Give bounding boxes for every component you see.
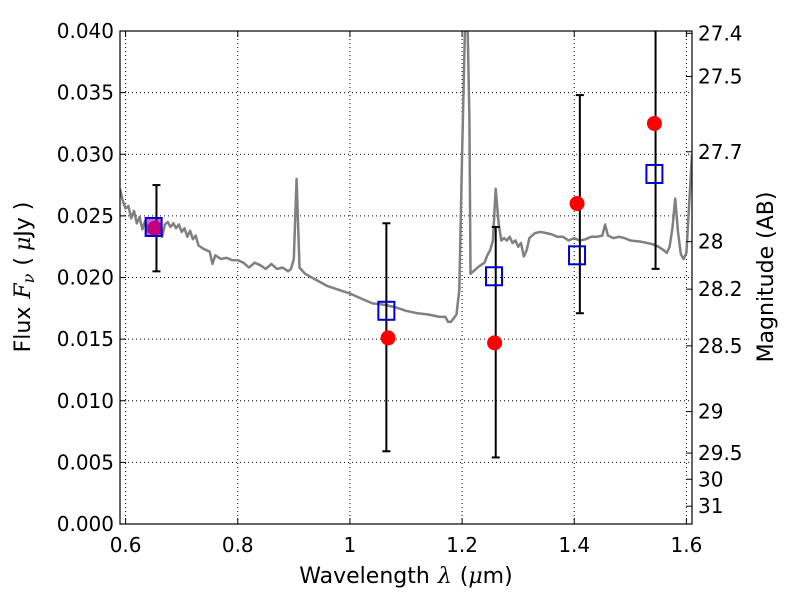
model-band-point [485, 266, 504, 287]
model-band-point [377, 300, 396, 321]
y-tick-label: 0.035 [57, 81, 114, 105]
y2-tick-label: 27.7 [698, 140, 743, 164]
model-band-points [144, 163, 664, 321]
y2-tick-label: 27.4 [698, 21, 743, 45]
y2-tick-label: 31 [698, 494, 723, 518]
x-tick-label: 1.4 [558, 533, 590, 557]
axis-ticks: 0.6 0.8 1 1.2 1.4 1.6 0.000 0.005 0.010 0.015 0.02… [57, 19, 743, 557]
y2-axis-label: Magnitude (AB) [754, 192, 779, 363]
observed-points [147, 115, 662, 351]
error-bars [152, 31, 660, 459]
model-band-point [144, 216, 163, 237]
x-tick-label: 1.2 [446, 533, 478, 557]
y-tick-label: 0.020 [57, 266, 114, 290]
y-tick-label: 0.025 [57, 204, 114, 228]
y2-tick-label: 27.5 [698, 65, 743, 89]
y2-tick-label: 29.5 [698, 441, 743, 465]
y-axis-label: FluxFν(μJy ) [11, 202, 38, 353]
observed-point [646, 115, 662, 131]
x-tick-label: 1 [344, 533, 357, 557]
x-tick-label: 0.6 [110, 533, 142, 557]
x-tick-label: 0.8 [222, 533, 254, 557]
x-axis-label: Wavelength λ (μm) [299, 564, 512, 589]
y-tick-label: 0.040 [57, 19, 114, 43]
y2-tick-label: 29 [698, 400, 723, 424]
model-band-point [568, 245, 587, 266]
observed-point [487, 335, 503, 351]
model-spectrum-line [120, 31, 692, 324]
y-tick-label: 0.010 [57, 389, 114, 413]
observed-point [380, 330, 396, 346]
model-band-point [645, 163, 664, 184]
spectrum-path [120, 31, 692, 324]
y-tick-label: 0.030 [57, 142, 114, 166]
y-tick-label: 0.005 [57, 450, 114, 474]
y-tick-label: 0.015 [57, 327, 114, 351]
observed-point [569, 196, 585, 212]
plot-frame [119, 30, 693, 525]
y2-tick-label: 28.2 [698, 277, 743, 301]
y2-tick-label: 28 [698, 230, 723, 254]
y-tick-label: 0.000 [57, 512, 114, 536]
y2-tick-label: 28.5 [698, 334, 743, 358]
y2-tick-label: 30 [698, 467, 723, 491]
grid-lines [120, 31, 692, 524]
x-tick-label: 1.6 [670, 533, 702, 557]
